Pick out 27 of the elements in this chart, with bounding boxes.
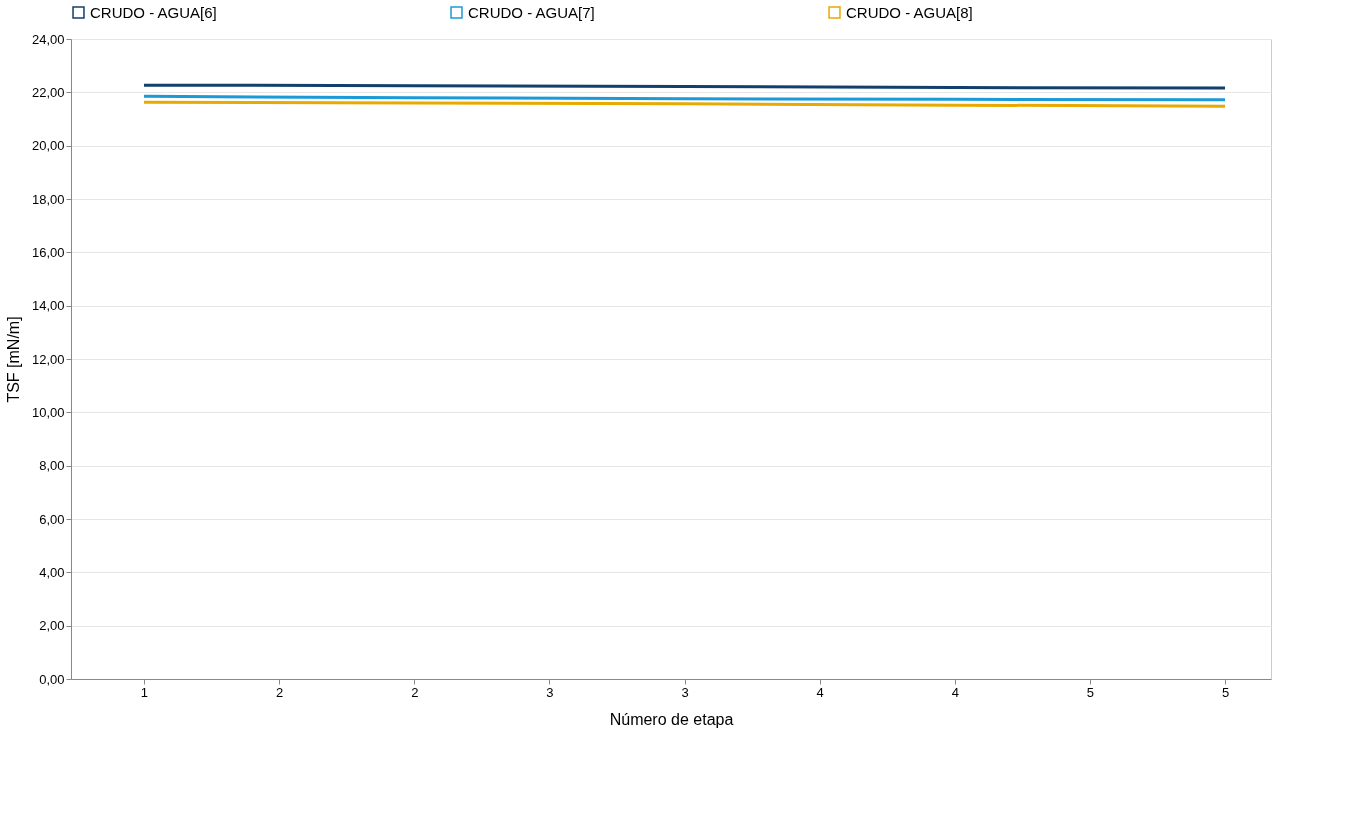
x-tick-label: 3 <box>681 684 689 700</box>
x-tick-label: 2 <box>411 684 419 700</box>
x-tick-label: 1 <box>140 684 149 700</box>
y-tick-label: 20,00 <box>31 138 65 154</box>
x-tick-label: 5 <box>1221 684 1230 700</box>
legend-label: CRUDO - AGUA[6] <box>90 3 217 21</box>
y-tick-label: 2,00 <box>39 618 65 634</box>
x-tick-label: 5 <box>1086 684 1095 700</box>
y-tick-label: 24,00 <box>31 31 65 47</box>
legend-label: CRUDO - AGUA[8] <box>846 3 973 21</box>
x-tick-label: 3 <box>546 684 554 700</box>
y-tick-label: 16,00 <box>31 244 65 260</box>
legend-label: CRUDO - AGUA[7] <box>468 3 595 21</box>
y-tick-label: 10,00 <box>31 404 65 420</box>
x-axis-title: Número de etapa <box>609 710 734 728</box>
y-tick-label: 12,00 <box>31 351 65 367</box>
x-tick-label: 2 <box>275 684 284 700</box>
y-tick-label: 6,00 <box>39 511 65 527</box>
y-tick-label: 18,00 <box>31 191 65 207</box>
x-tick-label: 4 <box>816 684 824 700</box>
y-tick-label: 8,00 <box>39 458 65 474</box>
y-tick-label: 14,00 <box>31 298 65 314</box>
y-tick-label: 0,00 <box>39 671 65 687</box>
y-tick-label: 22,00 <box>31 84 65 100</box>
y-tick-label: 4,00 <box>39 564 65 580</box>
x-tick-label: 4 <box>951 684 959 700</box>
y-axis-title: TSF [mN/m] <box>4 316 22 403</box>
